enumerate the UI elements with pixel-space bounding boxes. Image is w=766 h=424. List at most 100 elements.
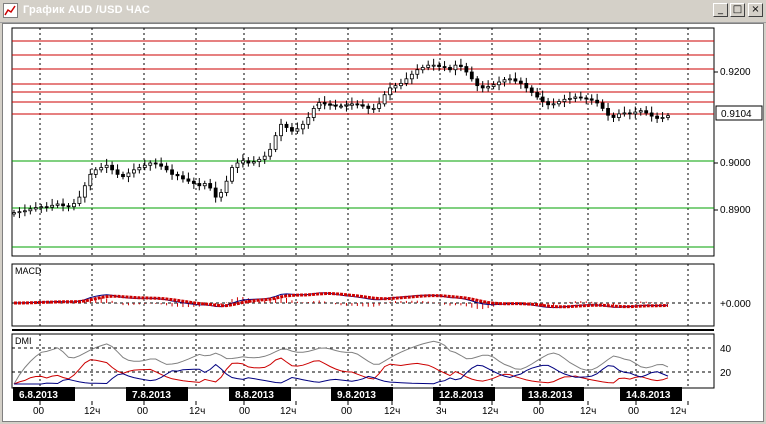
candle [529, 85, 534, 97]
time-tick: 00 [239, 406, 251, 417]
price-label-0900: 0.9000 [720, 158, 751, 169]
candle [115, 164, 120, 179]
candle [464, 62, 469, 76]
date-label: 9.8.2013 [331, 387, 393, 401]
candle [431, 58, 436, 71]
candle [333, 99, 338, 110]
candle [306, 112, 311, 129]
minus-di-line [14, 363, 669, 385]
candle [61, 198, 65, 212]
close-button[interactable]: × [748, 3, 763, 17]
candle [28, 205, 33, 215]
candle [486, 80, 491, 92]
candle [617, 109, 621, 122]
minimize-button[interactable]: _ [713, 3, 728, 17]
svg-text:8.8.2013: 8.8.2013 [235, 390, 274, 401]
candle [164, 162, 169, 173]
price-label-0920: 0.9200 [720, 67, 751, 78]
candle [131, 163, 136, 178]
date-label: 13.8.2013 [522, 387, 584, 401]
time-axis: 00 12ч 00 12ч 00 12ч 00 12ч 3ч 12ч 00 12ч 00 12ч [33, 401, 689, 417]
candle [480, 81, 485, 93]
time-tick: 12ч [580, 406, 596, 417]
candle [360, 99, 365, 109]
title-bar[interactable]: График AUD /USD ЧАС _ □ × [0, 0, 766, 23]
dmi-title: DMI [15, 336, 32, 346]
candle [284, 121, 289, 133]
candle [655, 112, 659, 123]
candle [349, 97, 354, 110]
price-candles [12, 58, 670, 219]
time-tick: 00 [628, 406, 640, 417]
date-axis: 6.8.2013 7.8.2013 8.8.2013 9.8.2013 12.8.201… [13, 387, 682, 401]
candle [518, 77, 523, 89]
macd-title: MACD [15, 266, 42, 276]
candle [508, 74, 512, 84]
candle [611, 112, 616, 123]
candle [595, 93, 600, 107]
candle [404, 72, 409, 87]
time-tick: 00 [33, 406, 45, 417]
chart-client-area [2, 23, 764, 422]
time-tick: 00 [533, 406, 545, 417]
candle [388, 82, 392, 101]
candle [148, 160, 153, 171]
candle [513, 72, 518, 84]
time-tick: 12ч [482, 406, 498, 417]
time-tick: 00 [341, 406, 353, 417]
candle [88, 168, 93, 191]
candle [458, 58, 463, 72]
candle [22, 204, 27, 217]
candle [393, 82, 398, 93]
candle [551, 98, 556, 109]
candle [33, 202, 38, 212]
candle [644, 106, 649, 116]
candle [257, 156, 262, 168]
candle [546, 97, 550, 110]
candle [437, 61, 442, 72]
candle [344, 100, 349, 112]
candle [584, 95, 589, 105]
macd-zero-label: +0.000 [720, 299, 751, 310]
candle [328, 100, 333, 110]
candle [415, 64, 420, 79]
candle [557, 98, 561, 107]
adx-line [13, 340, 669, 385]
candle [524, 77, 529, 93]
dmi-label-20: 20 [720, 368, 732, 379]
candle [240, 154, 245, 168]
candle [535, 87, 540, 100]
candle [660, 112, 665, 123]
candle [366, 103, 371, 114]
candle [300, 120, 305, 135]
date-label: 7.8.2013 [126, 387, 188, 401]
candle [121, 171, 125, 180]
svg-text:14.8.2013: 14.8.2013 [626, 390, 671, 401]
candle [600, 99, 605, 112]
candle [99, 163, 104, 173]
candle [540, 90, 545, 108]
current-price-box [715, 105, 763, 121]
candle [638, 107, 643, 116]
svg-text:13.8.2013: 13.8.2013 [528, 390, 573, 401]
time-tick: 12ч [84, 406, 100, 417]
support-lines [12, 160, 714, 248]
candle [420, 64, 425, 74]
candle [633, 106, 638, 119]
candle [230, 164, 234, 184]
candle [448, 64, 452, 73]
candle [491, 81, 496, 90]
candle [224, 175, 229, 197]
candle [442, 61, 447, 72]
candle [17, 207, 22, 219]
window-title: График AUD /USD ЧАС [23, 4, 150, 16]
candle [371, 103, 376, 113]
maximize-button[interactable]: □ [730, 3, 745, 17]
candle [399, 78, 403, 90]
candle [110, 161, 114, 175]
candle [382, 91, 387, 107]
candle [137, 163, 142, 174]
candle [197, 178, 202, 191]
price-label-0890: 0.8900 [720, 205, 751, 216]
